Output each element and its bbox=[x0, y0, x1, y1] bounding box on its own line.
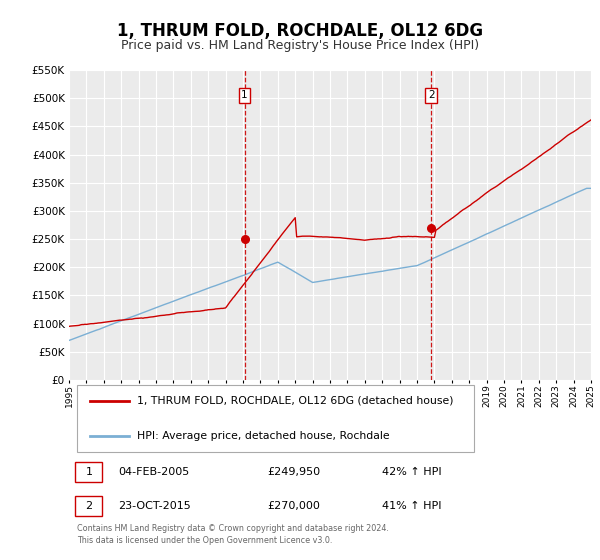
Text: HPI: Average price, detached house, Rochdale: HPI: Average price, detached house, Roch… bbox=[137, 431, 389, 441]
Text: 2: 2 bbox=[85, 501, 92, 511]
FancyBboxPatch shape bbox=[75, 462, 103, 482]
Text: Contains HM Land Registry data © Crown copyright and database right 2024.
This d: Contains HM Land Registry data © Crown c… bbox=[77, 524, 389, 545]
Text: 41% ↑ HPI: 41% ↑ HPI bbox=[382, 501, 442, 511]
Text: Price paid vs. HM Land Registry's House Price Index (HPI): Price paid vs. HM Land Registry's House … bbox=[121, 39, 479, 52]
Text: £249,950: £249,950 bbox=[268, 467, 320, 477]
Text: 42% ↑ HPI: 42% ↑ HPI bbox=[382, 467, 442, 477]
FancyBboxPatch shape bbox=[75, 496, 103, 516]
Text: 23-OCT-2015: 23-OCT-2015 bbox=[119, 501, 191, 511]
Text: 2: 2 bbox=[428, 90, 434, 100]
Text: 1, THRUM FOLD, ROCHDALE, OL12 6DG: 1, THRUM FOLD, ROCHDALE, OL12 6DG bbox=[117, 22, 483, 40]
Text: 1: 1 bbox=[85, 467, 92, 477]
FancyBboxPatch shape bbox=[77, 385, 473, 452]
Text: 1, THRUM FOLD, ROCHDALE, OL12 6DG (detached house): 1, THRUM FOLD, ROCHDALE, OL12 6DG (detac… bbox=[137, 395, 454, 405]
Text: 1: 1 bbox=[241, 90, 248, 100]
Text: 04-FEB-2005: 04-FEB-2005 bbox=[119, 467, 190, 477]
Text: £270,000: £270,000 bbox=[268, 501, 320, 511]
